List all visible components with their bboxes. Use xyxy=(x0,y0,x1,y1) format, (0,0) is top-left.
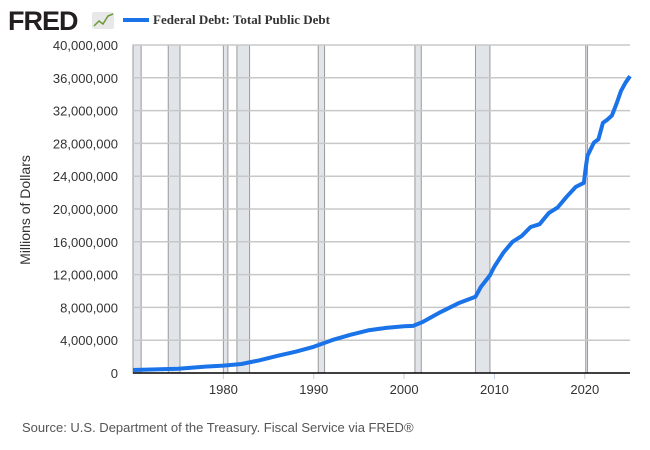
series-line xyxy=(132,75,632,372)
y-tick-label: 40,000,000 xyxy=(53,38,118,53)
gridlines xyxy=(133,44,630,341)
y-axis: 0 4,000,000 8,000,000 12,000,000 16,000,000 2… xyxy=(53,38,118,381)
y-tick-label: 16,000,000 xyxy=(53,235,118,250)
y-tick-label: 36,000,000 xyxy=(53,71,118,86)
y-tick-label: 24,000,000 xyxy=(53,169,118,184)
y-axis-label: Millions of Dollars xyxy=(17,155,33,265)
legend-swatch xyxy=(123,18,149,22)
fred-logo[interactable]: FRED xyxy=(8,6,114,36)
x-axis: 1980 1990 2000 2010 2020 xyxy=(209,373,599,397)
fred-logo-line-icon xyxy=(93,13,114,27)
legend-label: Federal Debt: Total Public Debt xyxy=(153,12,331,27)
y-tick-label: 28,000,000 xyxy=(53,136,118,151)
y-tick-label: 0 xyxy=(111,366,118,381)
x-tick-label: 2010 xyxy=(480,382,509,397)
x-tick-label: 1980 xyxy=(209,382,238,397)
y-tick-label: 20,000,000 xyxy=(53,202,118,217)
x-tick-label: 2020 xyxy=(570,382,599,397)
y-tick-label: 8,000,000 xyxy=(60,300,118,315)
source-note: Source: U.S. Department of the Treasury.… xyxy=(22,420,414,435)
y-tick-label: 32,000,000 xyxy=(53,104,118,119)
y-tick-label: 12,000,000 xyxy=(53,268,118,283)
svg-text:FRED: FRED xyxy=(8,6,78,36)
y-tick-label: 4,000,000 xyxy=(60,333,118,348)
x-tick-label: 2000 xyxy=(390,382,419,397)
x-tick-label: 1990 xyxy=(299,382,328,397)
